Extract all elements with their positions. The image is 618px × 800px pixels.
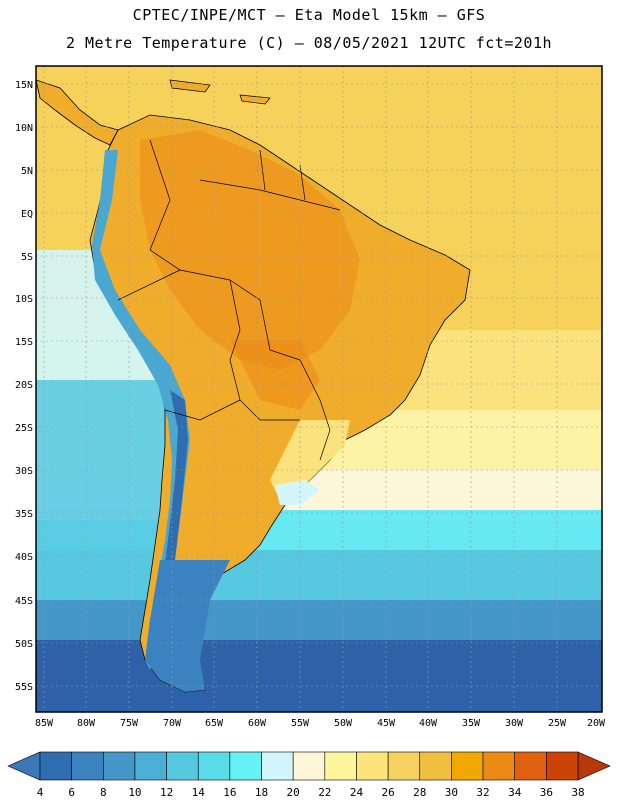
colorbar-bin: [261, 751, 294, 781]
map-title-line-1: CPTEC/INPE/MCT – Eta Model 15km – GFS: [132, 6, 486, 24]
colorbar-bin: [166, 751, 199, 781]
colorbar-label: 22: [318, 786, 331, 799]
colorbar-bin: [546, 751, 579, 781]
longitude-labels: 85W 80W 75W 70W 65W 60W 55W 50W 45W 40W …: [35, 718, 606, 729]
colorbar-bin: [451, 751, 484, 781]
lat-label: 5N: [21, 166, 33, 177]
colorbar-above-arrow: [577, 751, 611, 781]
lon-label: 40W: [419, 718, 438, 729]
uruguay-cool-land: [275, 480, 320, 505]
map-title-line-2: 2 Metre Temperature (C) – 08/05/2021 12U…: [65, 34, 553, 52]
colorbar-bin: [71, 751, 104, 781]
lon-label: 25W: [548, 718, 567, 729]
lat-label: 25S: [15, 423, 33, 434]
colorbar-label: 12: [160, 786, 173, 799]
colorbar-bin: [292, 751, 326, 781]
southeast-mild-land: [270, 420, 350, 500]
colorbar-label: 14: [192, 786, 206, 799]
colorbar-label: 4: [37, 786, 44, 799]
colorbar-bin: [356, 751, 389, 781]
colorbar-bin: [482, 751, 516, 781]
lon-label: 30W: [505, 718, 524, 729]
graticule: [36, 66, 602, 712]
ocean-colder-band: [36, 600, 602, 640]
colorbar-label: 32: [476, 786, 489, 799]
colorbar-bins: [39, 751, 579, 781]
colorbar-below-arrow: [7, 751, 41, 781]
colorbar-bin: [102, 751, 136, 781]
colorbar-bin: [324, 751, 357, 781]
patagonia-cold-land: [145, 560, 230, 692]
lon-label: 55W: [291, 718, 310, 729]
colorbar-bin: [514, 751, 547, 781]
colorbar-label: 8: [100, 786, 107, 799]
colorbar-label: 26: [381, 786, 394, 799]
lat-label: 20S: [15, 380, 33, 391]
colorbar-labels: 4 6 8 10 12 14 16 18 20 22 24 26 28 30 32 34 36 38: [37, 786, 585, 799]
lat-label: 15S: [15, 337, 33, 348]
colorbar-bin: [419, 751, 452, 781]
colorbar-label: 30: [445, 786, 458, 799]
central-america-land: [36, 79, 119, 146]
colorbar-bin: [229, 751, 262, 781]
colorbar-bin: [387, 751, 421, 781]
lon-label: 35W: [462, 718, 481, 729]
lat-label: 10N: [15, 123, 33, 134]
colorbar-label: 24: [350, 786, 364, 799]
andes-cold-ridge: [92, 150, 190, 670]
lat-label: 5S: [21, 252, 33, 263]
lon-label: 60W: [248, 718, 267, 729]
lon-label: 20W: [587, 718, 606, 729]
lat-label: 55S: [15, 682, 33, 693]
colorbar-label: 34: [508, 786, 522, 799]
lon-label: 70W: [163, 718, 182, 729]
lat-label: 10S: [15, 294, 33, 305]
andes-coldest-ridge: [160, 390, 188, 600]
lat-label: 30S: [15, 466, 33, 477]
lon-label: 45W: [377, 718, 396, 729]
colorbar-label: 20: [287, 786, 300, 799]
lat-label: 40S: [15, 552, 33, 563]
chaco-hot-region: [230, 340, 320, 410]
colorbar-bin: [39, 751, 72, 781]
colorbar-label: 38: [571, 786, 584, 799]
lat-label: EQ: [21, 209, 33, 220]
lon-label: 65W: [205, 718, 224, 729]
colorbar-label: 6: [68, 786, 75, 799]
ocean-south-band: [36, 640, 602, 712]
lon-label: 85W: [35, 718, 54, 729]
lat-label: 45S: [15, 596, 33, 607]
colorbar-label: 10: [128, 786, 141, 799]
colorbar-bin: [134, 751, 167, 781]
colorbar-label: 16: [223, 786, 236, 799]
map-frame: [35, 65, 603, 713]
caribbean-island: [169, 79, 211, 93]
country-borders: [117, 139, 341, 461]
caribbean-island-2: [239, 94, 271, 105]
lat-label: 50S: [15, 639, 33, 650]
lat-label: 35S: [15, 509, 33, 520]
lat-label: 15N: [15, 80, 33, 91]
colorbar-label: 28: [413, 786, 426, 799]
colorbar-label: 36: [540, 786, 553, 799]
lon-label: 75W: [120, 718, 139, 729]
map-plot-area: [36, 66, 602, 712]
lon-label: 50W: [334, 718, 353, 729]
lon-label: 80W: [77, 718, 96, 729]
colorbar: 4 6 8 10 12 14 16 18 20 22 24 26 28 30 32 34 36 38: [7, 751, 611, 799]
latitude-labels: 15N 10N 5N EQ 5S 10S 15S 20S 25S 30S 35S…: [15, 80, 33, 693]
colorbar-bin: [197, 751, 231, 781]
colorbar-label: 18: [255, 786, 268, 799]
hot-interior-region: [140, 130, 360, 370]
